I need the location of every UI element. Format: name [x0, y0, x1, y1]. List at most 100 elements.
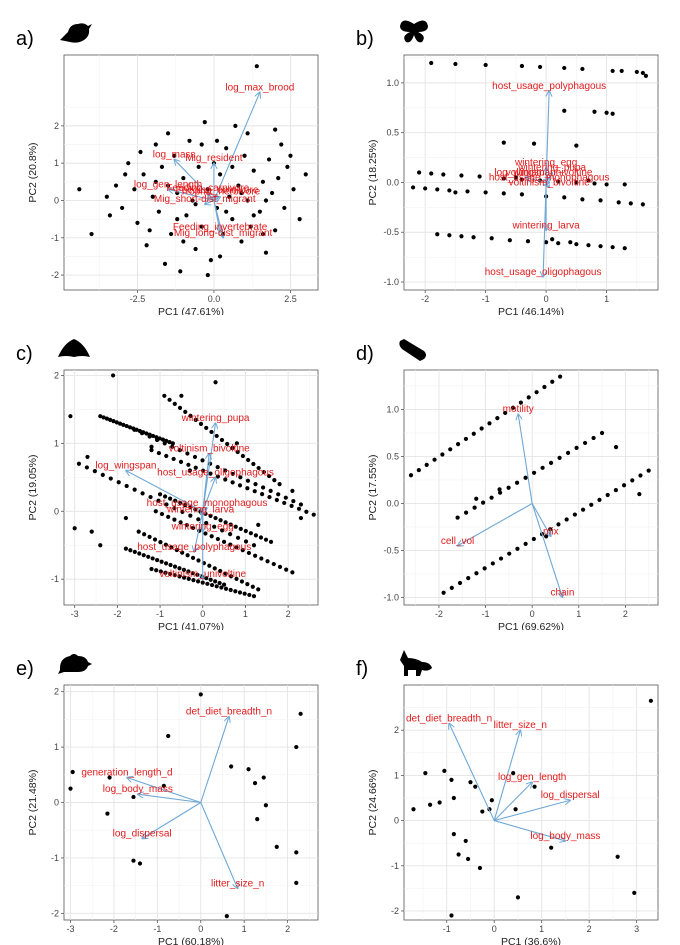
data-layer — [68, 692, 303, 919]
loading-arrow — [531, 503, 562, 597]
x-tick-label: -2 — [110, 924, 118, 934]
data-point — [506, 485, 511, 490]
data-point — [177, 448, 182, 453]
loading-arrow — [127, 778, 201, 804]
y-tick-label: 1 — [54, 742, 59, 752]
data-point — [237, 483, 243, 488]
data-point — [221, 582, 227, 587]
data-point — [471, 235, 476, 240]
data-point — [123, 515, 128, 521]
data-point — [243, 528, 248, 534]
data-point — [437, 800, 442, 805]
data-point — [548, 460, 554, 465]
data-point — [137, 551, 142, 556]
data-point — [187, 138, 192, 143]
data-point — [265, 559, 270, 564]
data-point — [440, 452, 445, 457]
loading-arrow — [202, 477, 216, 512]
data-point — [619, 68, 624, 74]
y-axis-title: PC2 (20.8%) — [27, 142, 39, 202]
loading-arrow — [142, 802, 202, 839]
x-tick-label: 0 — [198, 924, 203, 934]
loading-arrow — [493, 730, 520, 821]
data-point — [263, 198, 269, 203]
data-point — [124, 423, 129, 429]
y-tick-label: 1 — [54, 438, 59, 448]
data-point — [164, 502, 169, 507]
data-point — [124, 483, 129, 489]
data-point — [236, 183, 241, 188]
data-point — [291, 498, 296, 504]
data-point — [622, 246, 627, 251]
data-point — [218, 518, 223, 523]
data-point — [152, 537, 158, 542]
y-tick-label: -0.5 — [383, 545, 399, 555]
data-point — [537, 64, 543, 70]
data-point — [261, 469, 266, 475]
x-tick-label: 1 — [604, 294, 609, 304]
data-point — [126, 161, 131, 166]
data-point — [147, 434, 152, 439]
data-point — [198, 692, 203, 697]
data-point — [487, 421, 492, 426]
data-point — [599, 430, 605, 436]
data-point — [634, 69, 639, 75]
data-point — [424, 462, 429, 467]
data-point — [540, 465, 545, 470]
data-point — [193, 202, 198, 207]
gridlines — [64, 370, 318, 605]
y-axis-title: PC2 (17.55%) — [367, 455, 379, 521]
data-point — [616, 200, 621, 205]
data-point — [630, 478, 635, 483]
data-point — [248, 224, 253, 229]
x-axis-title: PC1 (69.62%) — [498, 621, 564, 630]
data-point — [238, 475, 243, 480]
fox-icon — [400, 650, 432, 676]
x-tick-label: 1 — [576, 609, 581, 619]
panel-label: f) — [356, 658, 368, 680]
data-point — [150, 194, 155, 199]
panel-e: e) -3 -2 -1 0 1 2 -2 -1 0 1 2 PC1 (60.18%) PC2 (21.48… — [0, 630, 340, 945]
data-point — [304, 509, 309, 514]
loading-arrow — [494, 800, 570, 822]
data-point — [212, 566, 217, 571]
x-tick-label: 1 — [243, 609, 248, 619]
data-point — [448, 447, 453, 452]
data-point — [562, 195, 567, 200]
data-point — [98, 543, 103, 548]
loading-arrow — [202, 454, 209, 512]
data-point — [580, 507, 586, 512]
data-point — [120, 205, 125, 211]
data-point — [186, 462, 191, 467]
data-point — [162, 441, 167, 446]
data-point — [466, 576, 471, 581]
data-point — [239, 190, 244, 196]
data-point — [628, 201, 633, 206]
loading-label: wintering_pupa — [517, 163, 586, 174]
data-point — [598, 198, 603, 203]
data-point — [480, 809, 485, 814]
data-point — [251, 543, 257, 548]
data-point — [142, 532, 147, 537]
y-axis-title: PC2 (19.05%) — [27, 455, 39, 521]
data-point — [159, 511, 165, 517]
data-point — [72, 526, 77, 531]
x-tick-label: 2 — [286, 609, 291, 619]
data-point — [274, 497, 279, 503]
data-point — [101, 415, 106, 420]
data-point — [149, 448, 154, 453]
data-point — [311, 512, 316, 517]
data-point — [193, 465, 198, 470]
data-point — [610, 111, 615, 116]
data-point — [240, 453, 246, 459]
data-point — [640, 70, 645, 76]
data-point — [245, 131, 250, 136]
x-tick-label: -3 — [71, 609, 79, 619]
data-point — [217, 172, 223, 177]
data-point — [77, 187, 82, 192]
data-point — [190, 525, 196, 531]
chart-b: b) -2 -1 0 1 -1.0 -0.5 0.0 0.5 1.0 PC1 (46.14%) PC2… — [356, 20, 659, 315]
y-tick-label: -2 — [51, 270, 59, 280]
data-point — [513, 175, 518, 180]
data-point — [532, 784, 537, 789]
